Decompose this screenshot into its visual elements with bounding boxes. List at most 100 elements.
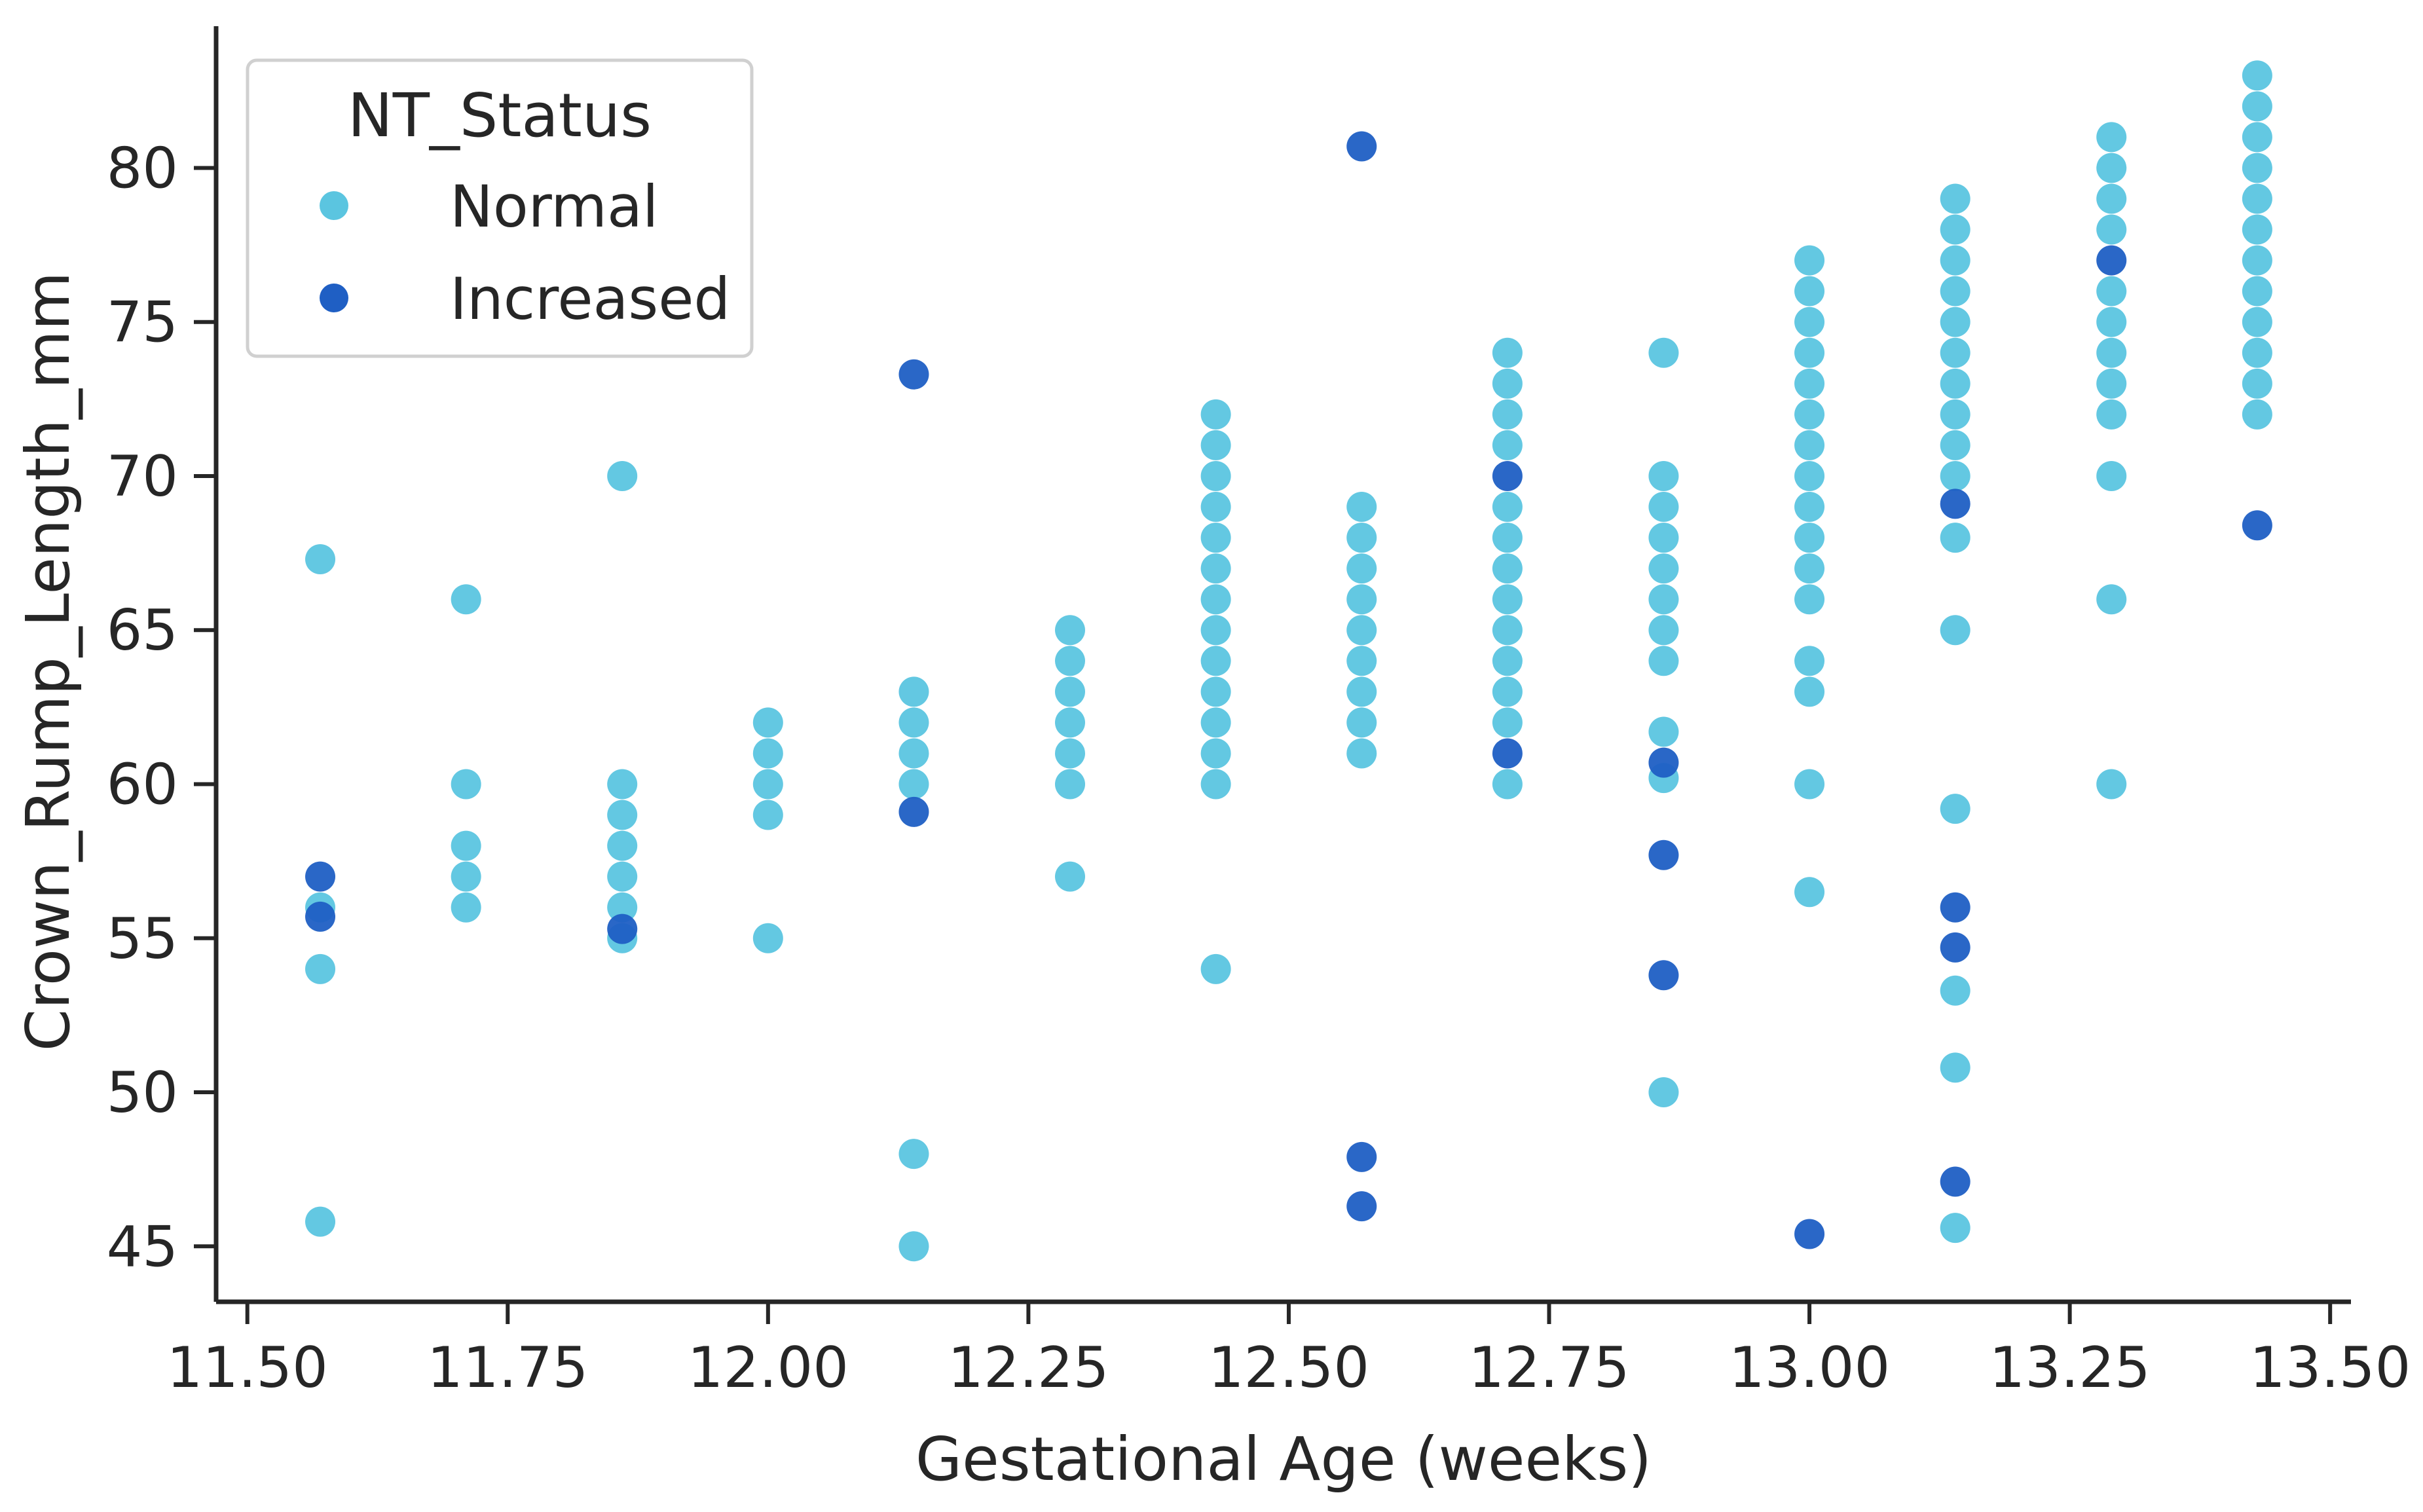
data-point-normal [1200,553,1231,584]
data-point-normal [2242,214,2272,245]
data-point-normal [1794,460,1825,491]
data-point-normal [1346,707,1377,738]
data-point-normal [607,892,638,923]
data-point-normal [752,769,783,800]
data-point-normal [2242,368,2272,399]
data-point-normal [2096,399,2127,430]
data-point-normal [1794,306,1825,337]
y-tick-label: 80 [107,136,178,201]
data-point-normal [1346,676,1377,707]
y-tick-label: 50 [107,1060,178,1126]
x-tick-label: 12.25 [948,1335,1109,1401]
data-points [305,60,2272,1262]
data-point-normal [2096,276,2127,306]
data-point-normal [2242,91,2272,122]
data-point-normal [1492,492,1523,523]
data-point-increased [1648,839,1679,870]
data-point-normal [2242,276,2272,306]
data-point-normal [2096,214,2127,245]
data-point-increased [1940,1166,1970,1197]
data-point-normal [1200,953,1231,984]
x-tick-label: 12.00 [688,1335,849,1401]
data-point-normal [1648,460,1679,491]
y-tick-label: 60 [107,752,178,818]
data-point-normal [752,707,783,738]
x-tick-label: 13.00 [1729,1335,1890,1401]
data-point-normal [2096,306,2127,337]
legend-frame [246,58,754,358]
data-point-normal [1200,615,1231,646]
y-ticks: 45 50 55 60 65 70 75 80 [107,136,216,1280]
data-point-normal [607,861,638,892]
data-point-increased [1346,1191,1377,1222]
data-point-normal [1200,523,1231,553]
data-point-normal [1055,707,1085,738]
data-point-normal [2096,460,2127,491]
data-point-increased [305,901,336,932]
data-point-normal [1940,460,1970,491]
data-point-increased [1648,960,1679,991]
legend-marker-increased [320,284,348,312]
data-point-normal [1940,523,1970,553]
data-point-normal [1940,306,1970,337]
y-tick-label: 70 [107,444,178,509]
data-point-increased [2242,510,2272,541]
data-point-normal [1200,646,1231,676]
data-point-normal [2242,306,2272,337]
data-point-normal [898,1139,929,1170]
data-point-increased [1940,489,1970,519]
data-point-normal [1940,399,1970,430]
data-point-normal [1648,716,1679,747]
data-point-normal [1648,523,1679,553]
data-point-normal [1492,523,1523,553]
data-point-normal [2096,769,2127,800]
data-point-increased [2096,245,2127,276]
data-point-normal [1648,615,1679,646]
data-point-normal [898,738,929,769]
data-point-normal [607,800,638,830]
data-point-normal [898,707,929,738]
data-point-normal [2096,153,2127,183]
data-point-increased [1346,1141,1377,1172]
data-point-normal [1940,245,1970,276]
data-point-normal [1648,584,1679,615]
x-tick-label: 11.75 [427,1335,588,1401]
data-point-normal [1940,430,1970,460]
data-point-normal [752,800,783,830]
data-point-normal [1648,1077,1679,1108]
data-point-normal [1492,676,1523,707]
legend-label-normal: Normal [450,173,658,240]
data-point-normal [898,1231,929,1262]
data-point-increased [1648,747,1679,778]
data-point-normal [2242,153,2272,183]
data-point-normal [2242,122,2272,153]
data-point-increased [1940,892,1970,923]
data-point-normal [1200,492,1231,523]
data-point-normal [1794,584,1825,615]
x-tick-label: 13.50 [2249,1335,2411,1401]
data-point-normal [2242,60,2272,91]
x-axis-label: Gestational Age (weeks) [916,1424,1652,1494]
data-point-normal [1794,646,1825,676]
data-point-normal [1794,523,1825,553]
data-point-normal [607,769,638,800]
data-point-normal [752,923,783,953]
y-tick-label: 45 [107,1214,178,1280]
data-point-normal [1492,337,1523,368]
data-point-normal [1346,738,1377,769]
data-point-normal [1940,183,1970,214]
data-point-normal [2242,337,2272,368]
data-point-normal [1794,337,1825,368]
data-point-normal [1200,738,1231,769]
data-point-normal [1055,769,1085,800]
data-point-normal [1492,646,1523,676]
data-point-normal [1492,430,1523,460]
data-point-normal [1200,399,1231,430]
data-point-normal [1346,523,1377,553]
data-point-normal [1492,553,1523,584]
data-point-normal [2096,368,2127,399]
y-tick-label: 65 [107,598,178,663]
data-point-normal [1794,676,1825,707]
data-point-increased [1940,932,1970,963]
